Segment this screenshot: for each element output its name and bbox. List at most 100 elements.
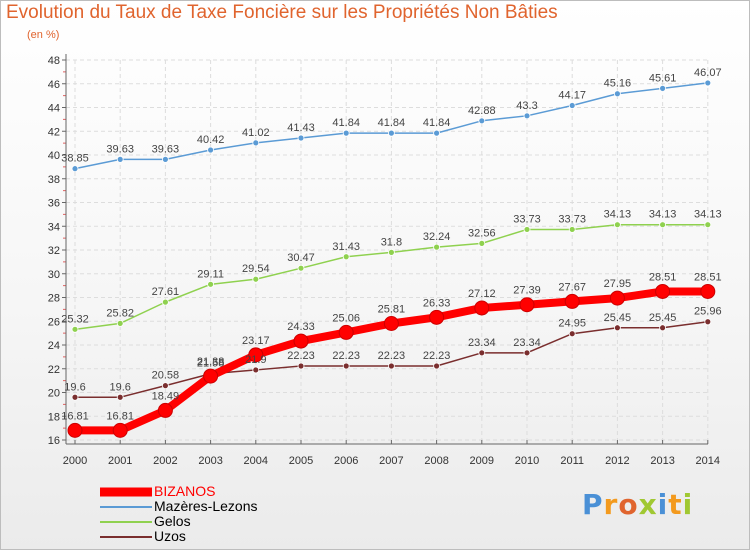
logo-letter: P xyxy=(582,488,604,521)
data-point-bizanos xyxy=(564,293,580,309)
data-point-uzos xyxy=(342,362,350,370)
data-point-maz-res-lezons xyxy=(568,102,576,109)
y-tick-label: 36 xyxy=(48,198,60,210)
data-point-uzos xyxy=(387,362,395,370)
data-label-bizanos: 25.81 xyxy=(378,304,406,316)
y-tick-label: 24 xyxy=(48,340,60,352)
data-point-gelos xyxy=(342,253,350,261)
logo-letter: o xyxy=(618,488,639,521)
data-label-bizanos: 18.49 xyxy=(152,390,180,402)
data-label-gelos: 29.11 xyxy=(197,268,224,280)
x-tick-label: 2005 xyxy=(289,455,313,467)
data-point-maz-res-lezons xyxy=(478,117,486,125)
data-point-maz-res-lezons xyxy=(704,79,712,87)
x-tick-label: 2004 xyxy=(244,455,268,467)
data-label-gelos: 32.24 xyxy=(423,231,451,243)
data-point-maz-res-lezons xyxy=(207,146,215,154)
data-point-maz-res-lezons xyxy=(433,129,441,137)
data-label-uzos: 22.23 xyxy=(378,350,406,362)
data-label-uzos: 24.95 xyxy=(558,318,586,330)
data-label-bizanos: 23.17 xyxy=(242,335,270,347)
data-label-bizanos: 28.51 xyxy=(649,271,677,283)
data-label-maz-res-lezons: 42.88 xyxy=(468,105,496,117)
data-label-maz-res-lezons: 41.43 xyxy=(287,122,315,134)
data-point-maz-res-lezons xyxy=(387,129,395,137)
data-point-bizanos xyxy=(293,333,309,349)
chart-title: Evolution du Taux de Taxe Foncière sur l… xyxy=(6,2,558,23)
data-point-bizanos xyxy=(157,402,173,418)
y-tick-label: 48 xyxy=(48,55,60,67)
data-point-gelos xyxy=(71,325,79,333)
data-label-maz-res-lezons: 39.63 xyxy=(152,143,180,155)
x-tick-label: 2014 xyxy=(696,455,720,467)
data-label-maz-res-lezons: 44.17 xyxy=(558,89,586,101)
data-label-bizanos: 28.51 xyxy=(694,271,722,283)
data-label-uzos: 22.23 xyxy=(287,350,315,362)
logo-letter: i xyxy=(657,488,669,521)
data-point-bizanos xyxy=(383,316,399,332)
y-tick-label: 38 xyxy=(48,174,60,186)
data-point-uzos xyxy=(161,382,169,390)
legend-label-bizanos: BIZANOS xyxy=(154,483,216,499)
chart-subtitle: (en %) xyxy=(27,29,60,41)
data-point-maz-res-lezons xyxy=(161,155,169,163)
data-label-bizanos: 27.67 xyxy=(558,281,586,293)
data-point-uzos xyxy=(116,393,124,401)
data-label-bizanos: 16.81 xyxy=(106,410,134,422)
data-point-uzos xyxy=(433,362,441,370)
data-label-uzos: 23.34 xyxy=(468,337,496,349)
data-label-gelos: 29.54 xyxy=(242,263,270,275)
data-label-gelos: 34.13 xyxy=(649,209,677,221)
data-point-maz-res-lezons xyxy=(116,155,124,163)
data-point-uzos xyxy=(252,366,260,374)
proxiti-logo: Proxiti xyxy=(582,488,693,521)
data-label-uzos: 25.45 xyxy=(604,312,632,324)
data-point-uzos xyxy=(568,330,576,338)
y-tick-label: 18 xyxy=(48,411,60,423)
data-point-uzos xyxy=(659,324,666,332)
data-label-maz-res-lezons: 41.84 xyxy=(423,117,451,129)
logo-letter: x xyxy=(638,488,658,521)
x-tick-label: 2001 xyxy=(108,455,132,467)
x-tick-label: 2000 xyxy=(63,455,87,467)
data-label-bizanos: 21.38 xyxy=(197,356,225,368)
y-tick-label: 16 xyxy=(48,435,60,447)
data-label-uzos: 22.23 xyxy=(332,350,360,362)
data-point-uzos xyxy=(478,349,486,357)
data-label-gelos: 30.47 xyxy=(287,252,315,264)
data-label-maz-res-lezons: 45.61 xyxy=(649,72,677,84)
data-point-maz-res-lezons xyxy=(342,129,350,137)
x-tick-label: 2010 xyxy=(515,455,539,467)
data-point-gelos xyxy=(387,248,395,256)
data-point-gelos xyxy=(161,298,169,306)
y-tick-label: 28 xyxy=(48,293,60,305)
data-label-gelos: 34.13 xyxy=(604,209,632,221)
data-point-bizanos xyxy=(700,283,716,299)
data-point-gelos xyxy=(659,221,666,229)
x-tick-label: 2012 xyxy=(605,455,629,467)
data-label-uzos: 19.6 xyxy=(64,381,85,393)
data-point-gelos xyxy=(297,264,305,272)
data-point-gelos xyxy=(433,243,441,251)
x-tick-label: 2006 xyxy=(334,455,358,467)
data-label-uzos: 22.23 xyxy=(423,350,451,362)
data-label-gelos: 33.73 xyxy=(513,213,541,225)
data-point-uzos xyxy=(704,318,712,326)
data-label-uzos: 21.58 xyxy=(197,358,225,370)
legend-label-mazeres-lezons: Mazères-Lezons xyxy=(154,498,258,514)
data-label-uzos: 21.9 xyxy=(245,354,266,366)
data-point-maz-res-lezons xyxy=(297,134,305,142)
x-tick-label: 2007 xyxy=(379,455,403,467)
y-tick-label: 32 xyxy=(48,245,60,257)
legend-label-uzos: Uzos xyxy=(154,528,186,544)
data-point-bizanos xyxy=(609,290,625,306)
x-tick-label: 2008 xyxy=(424,455,448,467)
axes: 16 18 20 22 24 26 28 30 32 34 36 38 40 42 44 46 48 2000 20… xyxy=(48,54,720,467)
data-point-uzos xyxy=(614,324,621,332)
data-label-maz-res-lezons: 40.42 xyxy=(197,134,225,146)
data-label-gelos: 31.43 xyxy=(332,241,360,253)
series-lines xyxy=(67,79,716,438)
data-label-gelos: 31.8 xyxy=(381,236,402,248)
logo-letter: t xyxy=(668,488,683,521)
